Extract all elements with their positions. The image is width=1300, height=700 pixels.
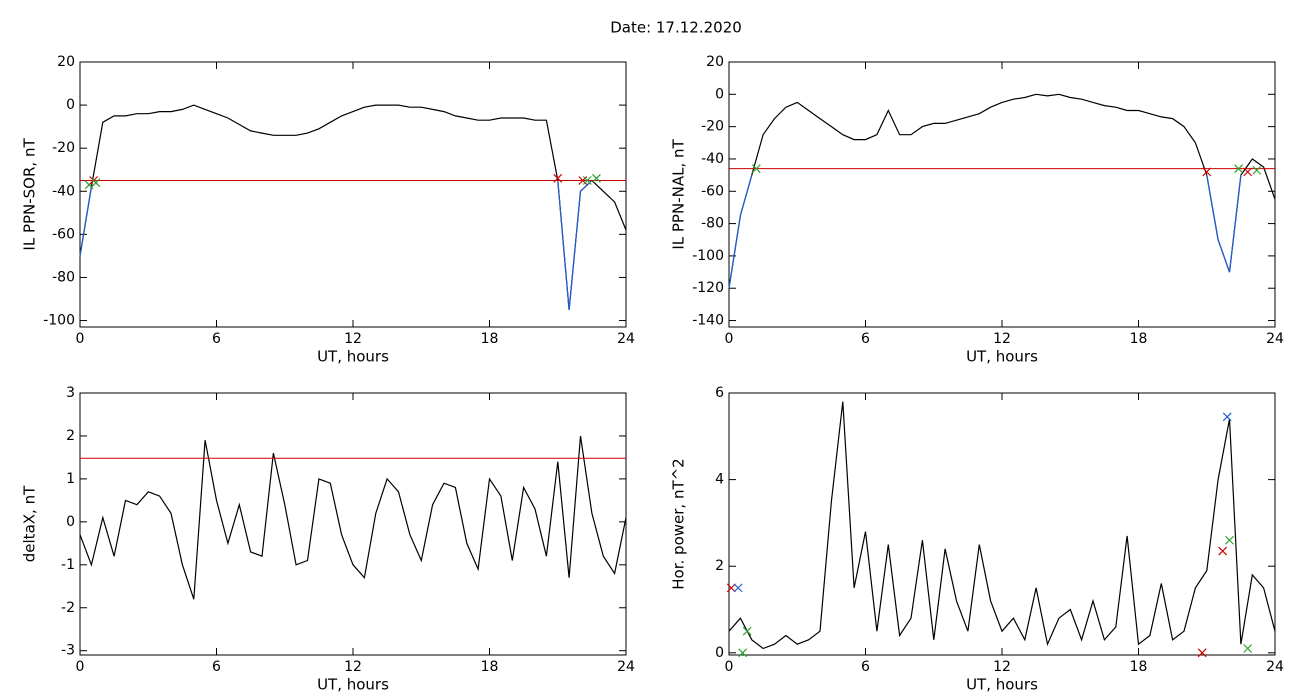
y-tick-label: 0 xyxy=(715,645,724,661)
y-tick-label: -20 xyxy=(52,140,75,156)
y-tick-label: -100 xyxy=(692,248,724,264)
x-tick-label: 6 xyxy=(861,331,870,347)
cross-marker xyxy=(592,173,601,183)
y-tick-label: 0 xyxy=(715,86,724,102)
y-tick-label: -60 xyxy=(52,226,75,242)
x-tick-label: 6 xyxy=(861,659,870,675)
x-tick-label: 6 xyxy=(212,331,221,347)
cross-marker xyxy=(1197,648,1207,658)
y-tick-label: 20 xyxy=(57,54,75,70)
y-tick-label: -120 xyxy=(692,280,724,296)
y-tick-label: -60 xyxy=(701,183,724,199)
x-tick-label: 24 xyxy=(617,659,635,675)
y-tick-label: -80 xyxy=(52,269,75,285)
y-tick-label: -20 xyxy=(701,119,724,135)
data-line xyxy=(79,435,627,600)
cross-marker xyxy=(1252,165,1262,175)
cross-marker xyxy=(726,583,736,593)
cross-marker xyxy=(751,164,761,174)
y-tick-label: -100 xyxy=(43,313,75,329)
y-tick-label: -140 xyxy=(692,313,724,329)
plot-frame xyxy=(728,392,1276,656)
x-tick-label: 18 xyxy=(481,659,499,675)
panel: 0 6 12 18 24 -100 -80 -60 -40 -20 0 20 UT, hours IL P… xyxy=(21,54,635,366)
cross-marker xyxy=(1234,164,1244,174)
x-tick-label: 0 xyxy=(76,659,85,675)
panel: 0 6 12 18 24 -140 -120 -100 -80 -60 -40 -20 0 20 UT, h… xyxy=(670,54,1284,366)
y-tick-label: -2 xyxy=(61,600,75,616)
x-tick-label: 0 xyxy=(725,331,734,347)
y-tick-label: -40 xyxy=(52,183,75,199)
y-tick-label: 0 xyxy=(66,514,75,530)
cross-marker xyxy=(91,178,101,188)
x-tick-label: 12 xyxy=(344,331,362,347)
data-line xyxy=(728,93,1276,289)
y-tick-label: 4 xyxy=(715,472,724,488)
plot-frame xyxy=(728,61,1276,328)
y-tick-label: -1 xyxy=(61,557,75,573)
y-axis-label: IL PPN-SOR, nT xyxy=(21,138,39,251)
y-tick-label: -3 xyxy=(61,643,75,659)
cross-marker xyxy=(1202,167,1212,177)
x-tick-label: 0 xyxy=(76,331,85,347)
x-tick-label: 12 xyxy=(344,659,362,675)
data-line xyxy=(79,104,627,310)
y-tick-label: 0 xyxy=(66,97,75,113)
y-tick-label: 20 xyxy=(706,54,724,70)
y-tick-label: 2 xyxy=(66,428,75,444)
cross-marker xyxy=(1243,167,1253,177)
plot-frame xyxy=(79,61,627,328)
x-tick-label: 12 xyxy=(993,331,1011,347)
cross-marker xyxy=(1225,535,1234,545)
y-axis-label: IL PPN-NAL, nT xyxy=(670,139,688,250)
y-tick-label: 2 xyxy=(715,558,724,574)
data-line xyxy=(79,180,593,310)
x-axis-label: UT, hours xyxy=(317,348,389,366)
x-tick-label: 18 xyxy=(1130,331,1148,347)
x-axis-label: UT, hours xyxy=(966,676,1038,694)
data-line xyxy=(728,174,1242,289)
y-tick-label: 6 xyxy=(715,385,724,401)
y-axis-label: deltaX, nT xyxy=(21,485,39,562)
y-axis-label: Hor. power, nT^2 xyxy=(670,458,688,589)
figure-title: Date: 17.12.2020 xyxy=(610,19,742,37)
cross-marker xyxy=(742,626,752,636)
x-tick-label: 12 xyxy=(993,659,1011,675)
cross-marker xyxy=(1222,412,1232,422)
data-line xyxy=(728,401,1276,650)
cross-marker xyxy=(582,176,592,185)
x-tick-label: 18 xyxy=(1130,659,1148,675)
cross-marker xyxy=(553,173,563,183)
y-tick-label: 1 xyxy=(66,471,75,487)
cross-marker xyxy=(1243,644,1253,653)
x-tick-label: 24 xyxy=(1266,659,1284,675)
x-tick-label: 18 xyxy=(481,331,499,347)
x-tick-label: 24 xyxy=(1266,331,1284,347)
y-tick-label: -80 xyxy=(701,216,724,232)
cross-marker xyxy=(738,648,748,658)
x-tick-label: 24 xyxy=(617,331,635,347)
x-tick-label: 0 xyxy=(725,659,734,675)
y-tick-label: 3 xyxy=(66,385,75,401)
plot-frame xyxy=(79,392,627,656)
x-axis-label: UT, hours xyxy=(966,348,1038,366)
y-tick-label: -40 xyxy=(701,151,724,167)
x-tick-label: 6 xyxy=(212,659,221,675)
cross-marker xyxy=(1218,546,1228,556)
cross-marker xyxy=(733,583,743,593)
x-axis-label: UT, hours xyxy=(317,676,389,694)
